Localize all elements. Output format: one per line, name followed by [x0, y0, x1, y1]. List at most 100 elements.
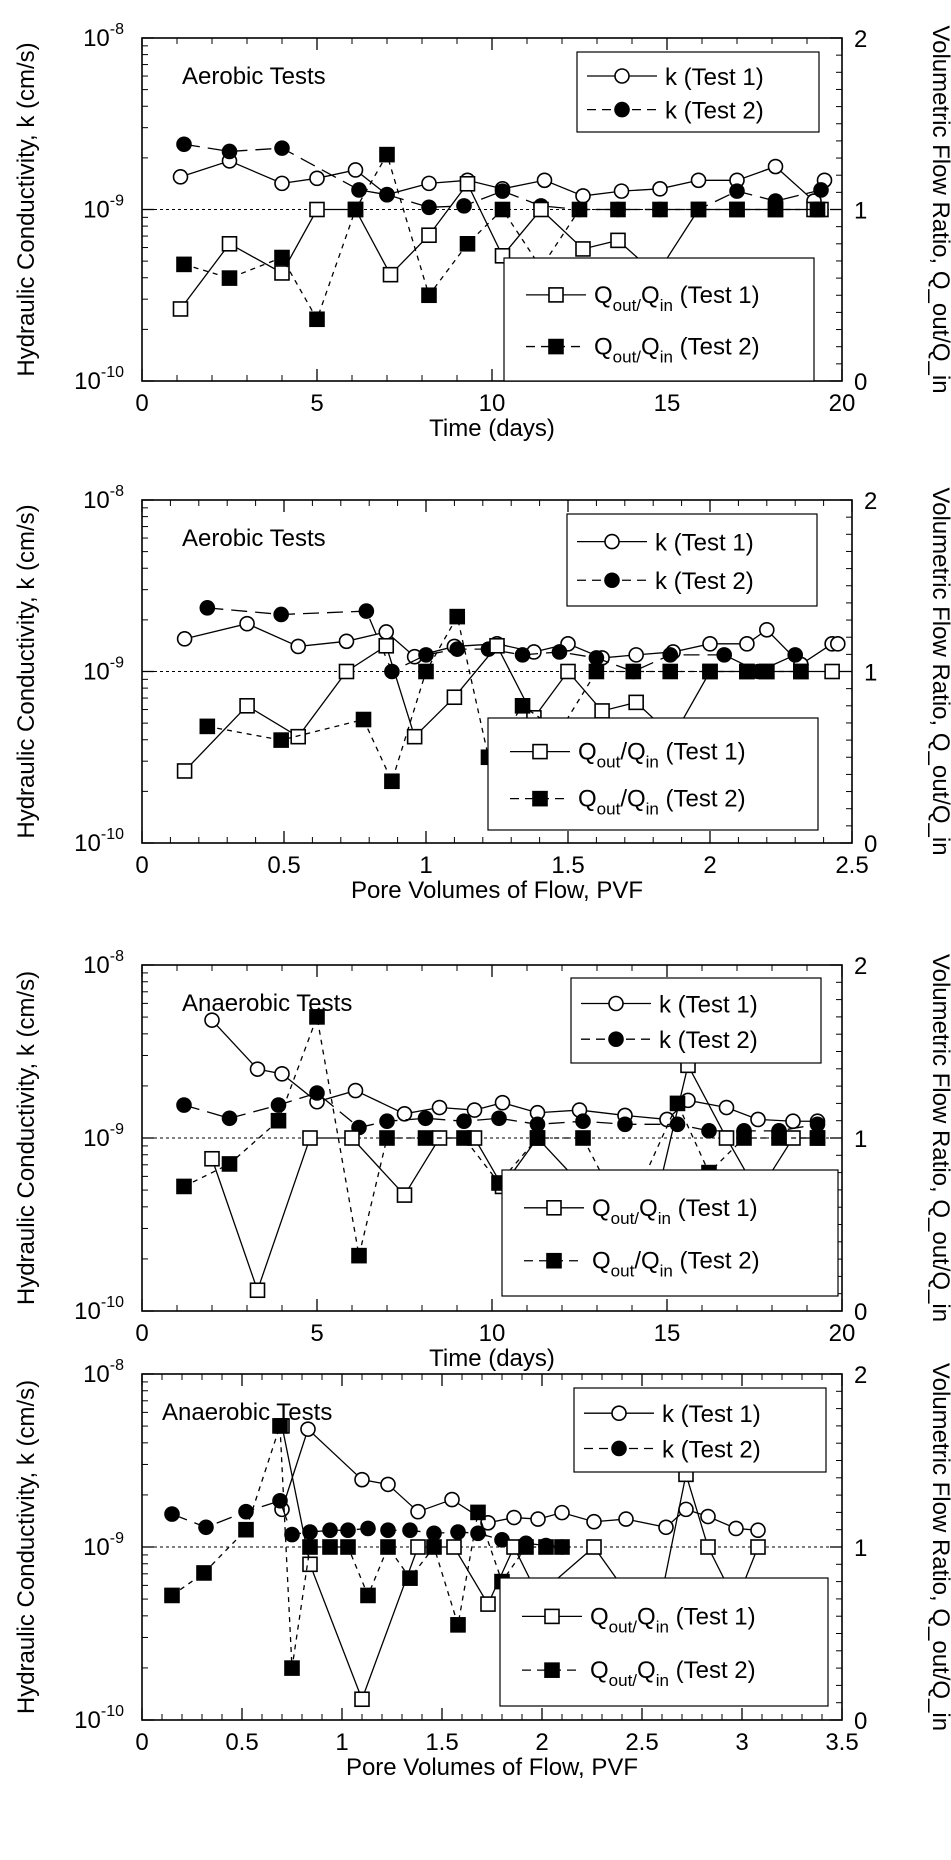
- data-point: [459, 175, 476, 192]
- data-point: [199, 600, 216, 616]
- data-point: [421, 287, 437, 304]
- legend-q-sample-marker: [546, 1200, 562, 1216]
- y2-tick-label: 0: [854, 369, 867, 396]
- data-point: [239, 697, 255, 714]
- y2-tick-label: 2: [864, 488, 877, 515]
- data-point: [586, 1513, 602, 1530]
- data-point: [444, 1491, 460, 1508]
- y2-axis-title: Volumetric Flow Ratio, Q_out/Q_in: [927, 25, 951, 393]
- data-point: [588, 650, 605, 666]
- data-point: [379, 146, 395, 163]
- series-square-filled: [176, 146, 826, 328]
- data-point: [809, 1116, 826, 1133]
- data-point: [536, 172, 553, 189]
- legend-k-sample-marker: [614, 101, 630, 118]
- y2-tick-label: 2: [854, 1362, 867, 1389]
- data-point: [662, 647, 679, 663]
- data-point: [456, 198, 472, 214]
- data-point: [450, 1524, 466, 1540]
- legend-k-label: k (Test 1): [665, 64, 764, 91]
- legend-k: k (Test 1) k (Test 2): [576, 51, 820, 133]
- legend-q: Qout/Qin (Test 1) Qout/Qin (Test 2): [503, 257, 815, 382]
- legend-k-label: k (Test 2): [662, 1436, 761, 1463]
- legend-k-sample-marker: [608, 995, 624, 1012]
- data-point: [249, 1282, 266, 1299]
- legend-box: [501, 1169, 839, 1297]
- data-point: [221, 1156, 238, 1172]
- legend-q-sample-marker: [546, 1252, 562, 1269]
- y2-tick-label: 1: [864, 660, 877, 687]
- data-point: [274, 140, 290, 156]
- data-point: [421, 199, 437, 216]
- legend-k-sample-marker: [611, 1440, 627, 1457]
- data-point: [809, 201, 826, 218]
- data-point: [610, 201, 626, 218]
- data-point: [494, 1094, 511, 1111]
- series-circle-open: [176, 615, 846, 673]
- x-tick-label: 0.5: [267, 852, 300, 879]
- legend-k: k (Test 1) k (Test 2): [573, 1387, 827, 1473]
- x-axis-title: Pore Volumes of Flow, PVF: [346, 1754, 638, 1781]
- data-point: [176, 763, 193, 779]
- data-point: [309, 170, 325, 187]
- x-tick-label: 20: [829, 390, 856, 417]
- y2-tick-label: 1: [854, 1126, 867, 1153]
- data-point: [586, 1539, 602, 1555]
- x-tick-label: 5: [310, 1320, 323, 1347]
- x-tick-label: 2.5: [625, 1729, 658, 1756]
- data-point: [575, 241, 591, 257]
- data-point: [290, 728, 307, 745]
- data-point: [378, 637, 395, 654]
- data-point: [690, 201, 707, 218]
- data-point: [172, 169, 189, 185]
- legend-k-label: k (Test 1): [655, 530, 754, 557]
- data-point: [431, 1099, 448, 1116]
- data-point: [302, 1556, 318, 1573]
- panel-1: 0 5 10 15 20 10-10 10-9 10-8 0 1 2 Time (days) Hydra…: [13, 21, 951, 442]
- data-point: [273, 732, 289, 748]
- legend-k-sample-marker: [608, 1031, 624, 1047]
- y-tick-label: 10-10: [74, 364, 124, 395]
- legend-q: Qout/Qin (Test 1) Qout/Qin (Test 2): [487, 717, 819, 831]
- x-axis-title: Pore Volumes of Flow, PVF: [351, 877, 643, 904]
- data-point: [164, 1506, 180, 1522]
- y-tick-label: 10-8: [83, 21, 124, 52]
- data-point: [300, 1421, 316, 1437]
- data-point: [355, 711, 372, 728]
- data-point: [758, 663, 775, 680]
- x-tick-label: 0: [135, 852, 148, 879]
- data-point: [344, 1130, 360, 1146]
- data-point: [204, 1150, 220, 1167]
- data-point: [379, 1113, 395, 1130]
- y-tick-label: 10-8: [83, 483, 124, 514]
- data-point: [199, 718, 216, 735]
- data-point: [610, 232, 626, 249]
- data-point: [529, 1130, 546, 1146]
- data-point: [351, 182, 367, 198]
- data-point: [758, 622, 775, 638]
- data-point: [380, 1476, 396, 1493]
- y-tick-label: 10-8: [83, 948, 124, 979]
- legend-k-label: k (Test 1): [662, 1401, 761, 1428]
- data-point: [658, 1519, 674, 1536]
- x-axis-title: Time (days): [429, 415, 555, 442]
- y2-axis-title: Volumetric Flow Ratio, Q_out/Q_in: [927, 954, 951, 1322]
- data-point: [418, 663, 434, 680]
- data-point: [338, 663, 355, 680]
- legend-q-label: Qout/Qin (Test 2): [590, 1657, 756, 1690]
- data-point: [358, 603, 375, 619]
- legend-q-sample-marker: [532, 743, 548, 760]
- legend-q-sample-marker: [548, 338, 564, 355]
- legend-q-label: Qout/Qin (Test 2): [594, 334, 760, 367]
- data-point: [718, 1099, 735, 1116]
- data-point: [176, 136, 192, 153]
- data-point: [736, 1130, 752, 1146]
- legend-q-label: Qout/Qin (Test 1): [592, 1195, 758, 1228]
- data-point: [700, 1508, 716, 1525]
- data-point: [456, 1130, 472, 1146]
- data-point: [270, 1097, 287, 1113]
- data-point: [449, 608, 466, 625]
- legend-q-sample-marker: [548, 287, 564, 303]
- data-point: [446, 689, 463, 706]
- y2-tick-label: 1: [854, 1535, 867, 1562]
